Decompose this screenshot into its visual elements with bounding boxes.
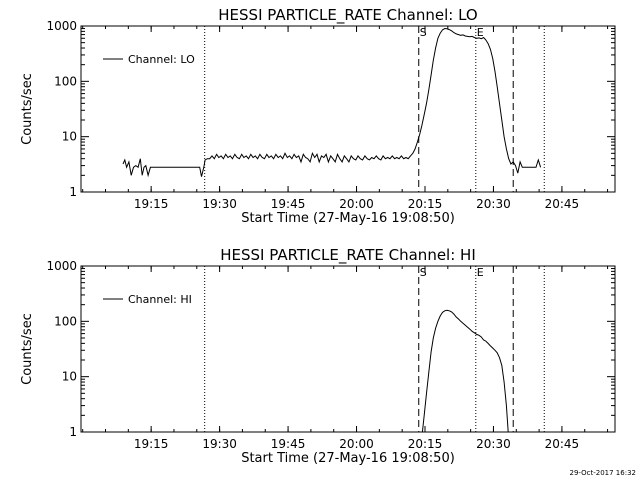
x-axis-label: Start Time (27-May-16 19:08:50) [241,211,455,226]
y-tick-label: 1 [69,185,77,199]
time-marker-label: S [420,266,427,279]
y-tick-label: 1000 [46,19,77,33]
x-tick-label: 20:15 [408,437,443,451]
x-tick-label: 19:30 [202,197,237,211]
x-axis-label: Start Time (27-May-16 19:08:50) [241,451,455,466]
time-marker-label: E [477,26,484,39]
x-tick-label: 19:30 [202,437,237,451]
x-tick-label: 20:30 [476,437,511,451]
x-tick-label: 19:15 [134,197,169,211]
chart-title: HESSI PARTICLE_RATE Channel: HI [220,246,476,265]
x-tick-label: 20:30 [476,197,511,211]
series-line [122,27,542,178]
y-tick-label: 1000 [46,259,77,273]
y-axis-label: Counts/sec [20,313,35,385]
y-tick-label: 1 [69,425,77,439]
y-tick-label: 100 [54,74,77,88]
x-tick-label: 19:45 [271,197,306,211]
x-tick-label: 19:15 [134,437,169,451]
x-tick-label: 20:45 [545,197,580,211]
plot-frame [80,265,616,433]
y-axis-label: Counts/sec [20,73,35,145]
legend-label: Channel: LO [128,53,195,66]
plot-frame [80,25,616,193]
x-tick-label: 20:15 [408,197,443,211]
y-tick-label: 10 [62,370,77,384]
y-tick-label: 10 [62,130,77,144]
y-tick-label: 100 [54,314,77,328]
x-tick-label: 19:45 [271,437,306,451]
panel-channel-hi: HESSI PARTICLE_RATE Channel: HI 19:15 19:3… [20,246,616,466]
chart-title: HESSI PARTICLE_RATE Channel: LO [218,6,477,25]
series-line [421,309,509,432]
timestamp-footer: 29-Oct-2017 16:32 [570,469,636,477]
time-marker-label: E [477,266,484,279]
legend-label: Channel: HI [128,293,192,306]
panel-channel-lo: HESSI PARTICLE_RATE Channel: LO 19:15 19:3… [20,6,616,226]
time-marker-label: S [420,26,427,39]
x-tick-label: 20:00 [339,437,374,451]
x-tick-label: 20:45 [545,437,580,451]
x-tick-label: 20:00 [339,197,374,211]
